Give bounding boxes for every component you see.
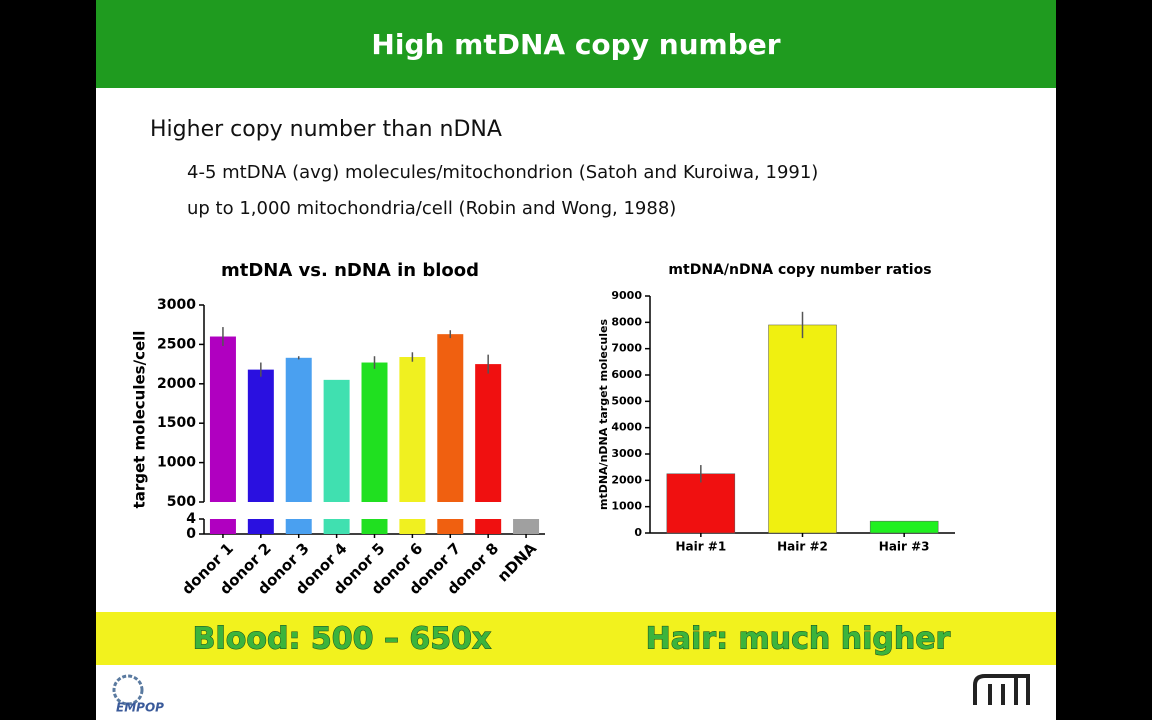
- footer-left: Blood: 500 – 650x: [193, 622, 492, 657]
- y-tick-label: 9000: [611, 289, 642, 302]
- y-axis-label: mtDNA/nDNA target molecules: [597, 319, 610, 510]
- bar: [437, 334, 464, 502]
- bar-stub: [437, 519, 464, 534]
- bar-stub: [209, 519, 236, 534]
- bar: [513, 519, 540, 534]
- bar-stub: [247, 519, 274, 534]
- y-tick-label: 1000: [157, 455, 196, 471]
- y-tick-label: 2500: [157, 336, 196, 352]
- bar: [323, 379, 350, 502]
- x-tick-label: Hair #2: [777, 540, 828, 554]
- bar-stub: [323, 519, 350, 534]
- bar: [768, 324, 837, 534]
- empop-logo-mark: [112, 674, 144, 706]
- bar: [869, 520, 939, 534]
- y-tick-label: 2000: [157, 376, 196, 392]
- x-tick-label: Hair #1: [675, 540, 726, 554]
- y-tick-label: 6000: [611, 368, 642, 381]
- bullet-sub: up to 1,000 mitochondria/cell (Robin and…: [187, 198, 676, 219]
- y-tick-label: 0: [634, 526, 642, 539]
- y-tick-label: 3000: [611, 447, 642, 460]
- y-tick-label: 1000: [611, 500, 642, 513]
- y-tick-label: 0: [186, 526, 196, 542]
- bullet-main: Higher copy number than nDNA: [150, 117, 502, 142]
- bar: [361, 362, 388, 502]
- y-tick-label: 3000: [157, 297, 196, 313]
- slide: [96, 0, 1056, 720]
- y-tick-label: 7000: [611, 342, 642, 355]
- gmi-logo: [973, 674, 1030, 705]
- empop-logo-text: EMPOP: [116, 701, 164, 715]
- bar: [285, 357, 312, 502]
- bar-stub: [399, 519, 426, 534]
- y-tick-label: 5000: [611, 394, 642, 407]
- slide-title: High mtDNA copy number: [371, 28, 780, 61]
- bar-stub: [361, 519, 388, 534]
- y-tick-label: 4: [186, 511, 196, 527]
- y-axis-label: target molecules/cell: [131, 331, 149, 509]
- header-bar: [96, 0, 1056, 88]
- y-tick-label: 500: [167, 494, 196, 510]
- chart-title: mtDNA vs. nDNA in blood: [221, 260, 479, 281]
- bar-stub: [475, 519, 502, 534]
- y-tick-label: 4000: [611, 421, 642, 434]
- footer-right: Hair: much higher: [646, 622, 951, 657]
- bar: [399, 357, 426, 502]
- bar-stub: [285, 519, 312, 534]
- y-tick-label: 1500: [157, 415, 196, 431]
- bullet-sub: 4-5 mtDNA (avg) molecules/mitochondrion …: [187, 162, 818, 183]
- bar: [475, 364, 502, 502]
- bar: [247, 369, 274, 502]
- chart-title: mtDNA/nDNA copy number ratios: [668, 262, 931, 278]
- x-tick-label: Hair #3: [879, 540, 930, 554]
- bar: [209, 336, 236, 502]
- y-tick-label: 8000: [611, 315, 642, 328]
- bar: [666, 473, 736, 534]
- footer-band: [96, 612, 1056, 665]
- y-tick-label: 2000: [611, 473, 642, 486]
